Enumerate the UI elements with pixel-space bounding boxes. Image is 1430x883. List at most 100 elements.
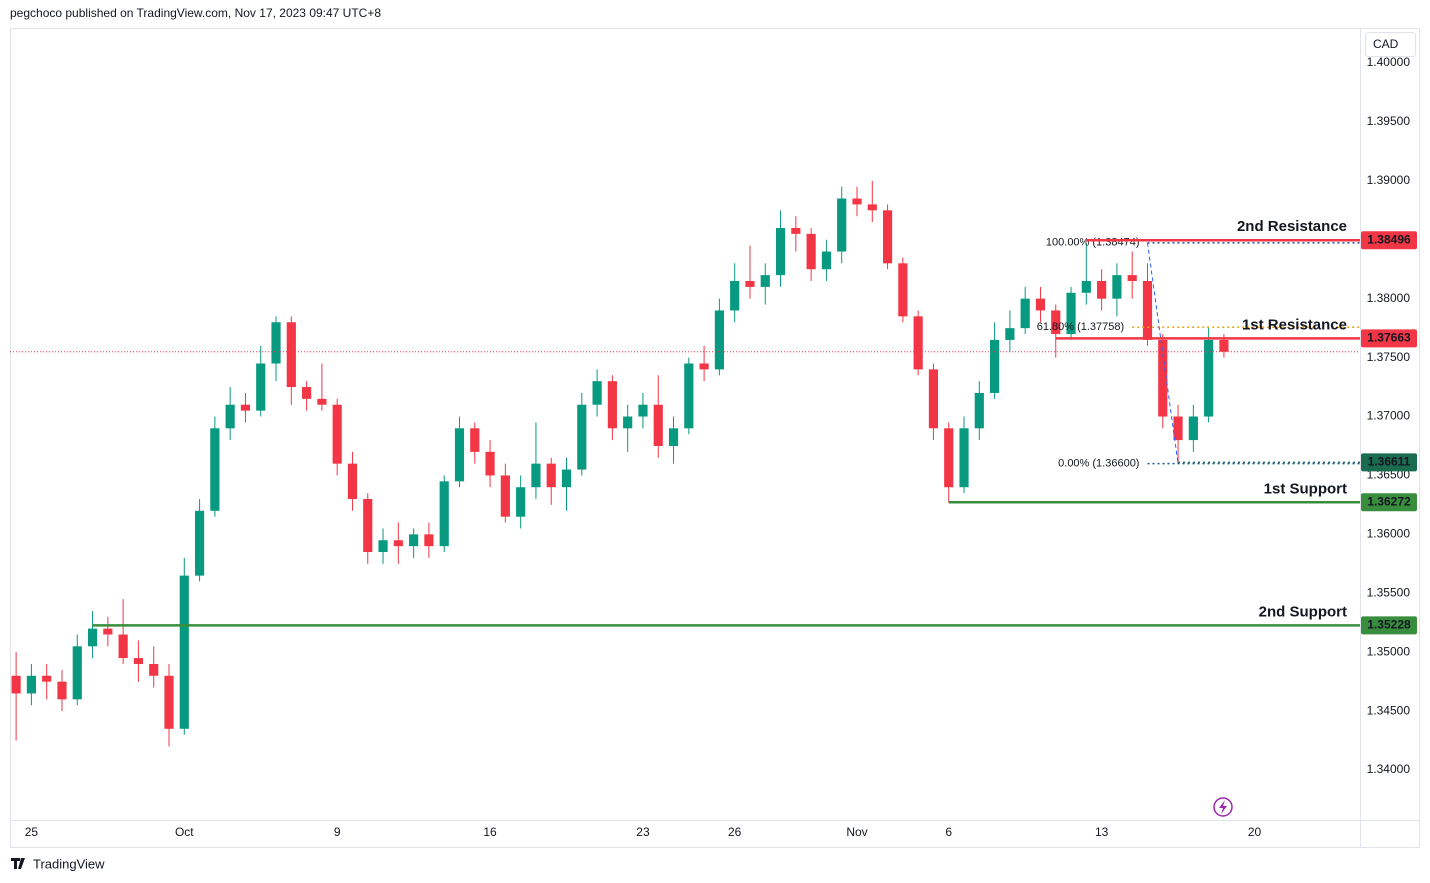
candle-body <box>225 404 235 429</box>
candle-body <box>1127 275 1137 282</box>
candle-body <box>347 463 358 500</box>
level-value: 1.37663 <box>1367 331 1411 345</box>
candle-body <box>1051 310 1061 335</box>
candle-body <box>638 404 648 417</box>
candle-body <box>500 475 510 517</box>
candle-body <box>1097 281 1107 299</box>
header: pegchoco published on TradingView.com, N… <box>10 6 381 20</box>
level-name: 2nd Support <box>1259 603 1347 620</box>
candle-body <box>577 404 587 470</box>
x-tick-label: 20 <box>1248 825 1262 839</box>
x-tick-label: Nov <box>846 825 867 839</box>
level-name: 1st Support <box>1264 480 1347 497</box>
y-tick-label: 1.39500 <box>1367 114 1411 128</box>
level-box <box>1361 231 1417 250</box>
candle-body <box>974 392 984 429</box>
candle-body <box>42 675 52 682</box>
candle-body <box>714 310 724 370</box>
y-tick-label: 1.38000 <box>1367 291 1411 305</box>
candle-body <box>531 463 541 488</box>
candle-body <box>745 281 755 287</box>
candle-body <box>821 251 832 270</box>
candle-body <box>256 363 266 411</box>
y-tick-label: 1.39000 <box>1367 173 1411 187</box>
candle-body <box>1188 416 1198 441</box>
level-value: 1.38496 <box>1367 232 1411 246</box>
candle-body <box>485 451 495 476</box>
y-tick-label: 1.35000 <box>1367 644 1411 658</box>
candle-body <box>806 233 816 270</box>
candle-body <box>684 363 694 429</box>
candle-body <box>302 387 312 399</box>
candle-body <box>363 499 373 553</box>
candle-body <box>87 628 98 647</box>
candle-body <box>118 634 128 659</box>
x-tick-label: 16 <box>483 825 497 839</box>
chart-frame <box>10 28 1420 848</box>
fib-label: 61.80% (1.37758) <box>1037 321 1124 333</box>
fib-label: 0.00% (1.36600) <box>1058 458 1139 470</box>
level-value: 1.35228 <box>1367 618 1411 632</box>
y-tick-label: 1.35500 <box>1367 585 1411 599</box>
candle-body <box>1204 339 1214 417</box>
candle-body <box>1142 281 1153 340</box>
candle-body <box>653 404 663 446</box>
level-name: 2nd Resistance <box>1237 218 1347 235</box>
brand-logo <box>11 858 25 869</box>
candle-body <box>990 339 1000 393</box>
level-box <box>1361 616 1417 635</box>
candle-body <box>623 416 633 429</box>
candle-body <box>730 281 740 311</box>
candle-body <box>57 681 67 700</box>
alert-icon[interactable] <box>1213 797 1233 817</box>
level-name: 1st Resistance <box>1242 316 1347 333</box>
candle-body <box>898 263 908 317</box>
candle-body <box>561 469 572 488</box>
x-tick-label: 9 <box>334 825 341 839</box>
candle-body <box>546 463 556 488</box>
candle-body <box>607 381 617 429</box>
candle-body <box>1066 292 1076 335</box>
alert-bolt <box>1219 800 1227 814</box>
candle-body <box>760 275 770 287</box>
level-box <box>1361 493 1417 512</box>
candle-body <box>882 210 893 264</box>
y-tick-label: 1.36000 <box>1367 527 1411 541</box>
y-tick-label: 1.37500 <box>1367 350 1411 364</box>
candle-body <box>516 487 526 517</box>
x-tick-label: 13 <box>1095 825 1109 839</box>
fib-trend-line <box>1146 242 1179 464</box>
marker-value: 1.36611 <box>1368 455 1411 469</box>
candle-body <box>409 534 419 547</box>
candle-body <box>103 628 113 635</box>
currency: CAD <box>1373 37 1399 51</box>
candle-body <box>454 428 465 482</box>
fib-label: 100.00% (1.38474) <box>1046 237 1140 249</box>
level-box <box>1361 329 1417 348</box>
candle-body <box>393 540 403 547</box>
x-tick-label: 26 <box>728 825 742 839</box>
candle-body <box>1219 339 1229 352</box>
candle-body <box>179 575 189 729</box>
candle-body <box>133 658 144 664</box>
candle-body <box>928 369 939 429</box>
candle-body <box>210 428 220 511</box>
candle-body <box>439 481 449 547</box>
candle-body <box>775 227 786 276</box>
candle-body <box>286 322 296 388</box>
candle-body <box>317 398 327 405</box>
candle-body <box>668 428 679 446</box>
y-tick-label: 1.37000 <box>1367 409 1411 423</box>
candle-body <box>240 404 251 411</box>
x-tick-label: 23 <box>636 825 650 839</box>
candle-body <box>194 510 205 576</box>
candle-body <box>1173 416 1183 441</box>
candle-body <box>1112 275 1122 299</box>
candle-body <box>1035 298 1046 311</box>
candle-body <box>164 675 174 729</box>
level-value: 1.36272 <box>1367 494 1411 508</box>
candle-body <box>959 428 969 488</box>
x-tick-label: 25 <box>25 825 39 839</box>
